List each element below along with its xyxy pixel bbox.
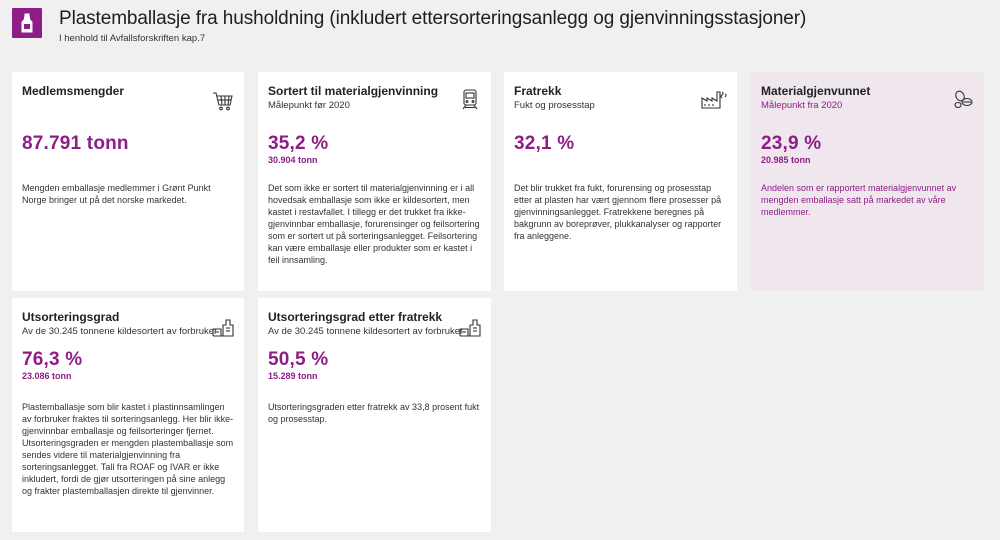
card-description: Plastemballasje som blir kastet i plasti… (22, 402, 234, 496)
page-title: Plastemballasje fra husholdning (inklude… (59, 8, 807, 29)
card-title: Materialgjenvunnet (761, 84, 871, 98)
card-description: Andelen som er rapportert materialgjenvu… (761, 183, 957, 217)
card-subtitle: Målepunkt fra 2020 (761, 100, 843, 111)
card-secondary-value: 23.086 tonn (22, 371, 72, 381)
shopping-cart-icon (213, 92, 233, 111)
card-secondary-value: 20.985 tonn (761, 155, 811, 165)
card-sortert: Sortert til materialgjenvinning Målepunk… (258, 72, 491, 291)
card-materialgjenvunnet: Materialgjenvunnet Målepunkt fra 2020 23… (751, 72, 984, 291)
card-title: Utsorteringsgrad (22, 310, 120, 324)
card-title: Medlemsmengder (22, 84, 125, 98)
card-value: 50,5 % (268, 349, 329, 370)
card-value: 32,1 % (514, 133, 575, 154)
card-description: Det som ikke er sortert til materialgjen… (268, 183, 480, 265)
page-subtitle: I henhold til Avfallsforskriften kap.7 (59, 33, 206, 44)
plastic-bottle-icon (12, 8, 42, 38)
card-description: Mengden emballasje medlemmer i Grønt Pun… (22, 183, 211, 205)
card-description: Det blir trukket fra fukt, forurensing o… (514, 183, 722, 241)
card-description: Utsorteringsgraden etter fratrekk av 33,… (268, 402, 480, 424)
sorting-plant-icon (212, 319, 234, 337)
card-subtitle: Av de 30.245 tonnene kildesortert av for… (22, 326, 218, 337)
recycled-pellets-icon (954, 90, 973, 109)
card-value: 23,9 % (761, 133, 822, 154)
card-fratrekk: Fratrekk Fukt og prosesstap 32,1 % Det b… (504, 72, 737, 291)
card-medlemsmengder: Medlemsmengder 87.791 tonn Mengden embal… (12, 72, 244, 291)
card-subtitle: Målepunkt før 2020 (268, 100, 350, 111)
card-secondary-value: 30.904 tonn (268, 155, 318, 165)
card-title: Fratrekk (514, 84, 562, 98)
card-value: 87.791 tonn (22, 133, 129, 154)
card-value: 35,2 % (268, 133, 329, 154)
train-icon (462, 89, 478, 110)
card-value: 76,3 % (22, 349, 83, 370)
factory-icon (701, 91, 727, 109)
card-utsorteringsgrad-etter-fratrekk: Utsorteringsgrad etter fratrekk Av de 30… (258, 298, 491, 532)
card-title: Sortert til materialgjenvinning (268, 84, 439, 98)
sorting-plant-icon (459, 319, 481, 337)
card-subtitle: Fukt og prosesstap (514, 100, 595, 111)
card-subtitle: Av de 30.245 tonnene kildesortert av for… (268, 326, 464, 337)
card-utsorteringsgrad: Utsorteringsgrad Av de 30.245 tonnene ki… (12, 298, 244, 532)
card-title: Utsorteringsgrad etter fratrekk (268, 310, 443, 324)
card-secondary-value: 15.289 tonn (268, 371, 318, 381)
